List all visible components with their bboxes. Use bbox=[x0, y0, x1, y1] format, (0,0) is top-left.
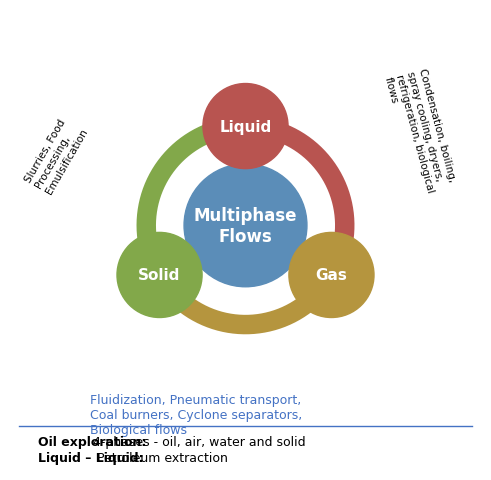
Text: Condensation, boiling,
spray cooling, dryers,
refrigeration, biological
flows: Condensation, boiling, spray cooling, dr… bbox=[383, 67, 458, 196]
Text: Liquid: Liquid bbox=[219, 120, 272, 134]
Text: Fluidization, Pneumatic transport,
Coal burners, Cyclone separators,
Biological : Fluidization, Pneumatic transport, Coal … bbox=[89, 393, 302, 436]
Text: Gas: Gas bbox=[316, 268, 348, 283]
Circle shape bbox=[184, 165, 307, 287]
Text: Oil exploration:: Oil exploration: bbox=[37, 435, 146, 448]
Circle shape bbox=[117, 233, 202, 318]
Text: Slurries, Food
Processing,
Emulsification: Slurries, Food Processing, Emulsificatio… bbox=[24, 115, 89, 195]
Text: Solid: Solid bbox=[138, 268, 181, 283]
Text: Petroleum extraction: Petroleum extraction bbox=[89, 451, 228, 465]
Text: Multiphase
Flows: Multiphase Flows bbox=[194, 206, 297, 245]
Circle shape bbox=[203, 84, 288, 169]
Circle shape bbox=[289, 233, 374, 318]
Text: 4-phases - oil, air, water and solid: 4-phases - oil, air, water and solid bbox=[89, 435, 305, 448]
Text: Liquid – Liquid:: Liquid – Liquid: bbox=[37, 451, 143, 465]
